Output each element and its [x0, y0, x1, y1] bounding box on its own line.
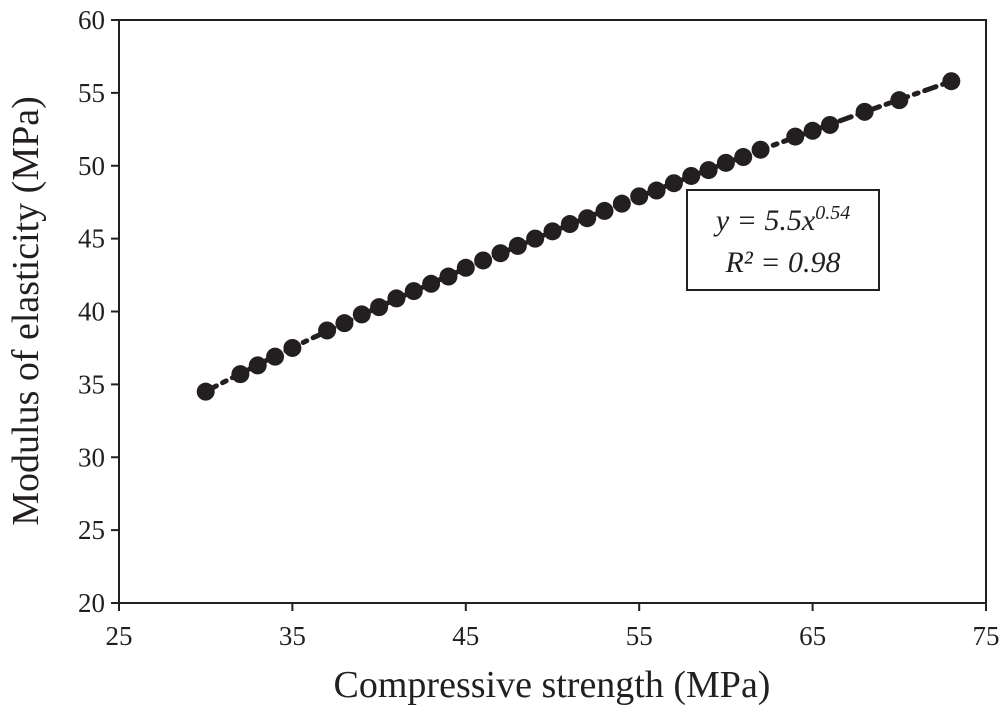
data-point [370, 298, 389, 317]
x-tick-label: 65 [799, 621, 826, 651]
data-point [890, 91, 909, 110]
data-point [578, 209, 597, 228]
r-squared-label: R² = 0.98 [724, 246, 840, 279]
data-point [456, 258, 475, 277]
data-point [560, 215, 579, 234]
data-point [543, 222, 562, 241]
data-point [664, 174, 683, 193]
data-point [508, 236, 527, 255]
data-point [699, 161, 718, 180]
data-point [682, 166, 701, 185]
data-point [612, 194, 631, 213]
x-tick-label: 45 [452, 621, 479, 651]
x-axis-title: Compressive strength (MPa) [334, 664, 771, 706]
x-tick-label: 75 [973, 621, 1000, 651]
data-point [283, 338, 302, 357]
data-point [422, 274, 441, 293]
data-point [474, 251, 493, 270]
y-tick-label: 25 [78, 515, 105, 545]
data-point [387, 289, 406, 308]
data-point [439, 267, 458, 286]
y-tick-label: 60 [78, 5, 105, 35]
y-tick-label: 40 [78, 297, 105, 327]
trendline-equation: y = 5.5x0.54 [713, 202, 850, 237]
y-tick-label: 20 [78, 588, 105, 618]
data-points [196, 72, 961, 401]
y-tick-label: 45 [78, 224, 105, 254]
data-point [352, 305, 371, 324]
data-point [335, 314, 354, 333]
y-tick-label: 35 [78, 369, 105, 399]
y-axis-title: Modulus of elasticity (MPa) [5, 96, 47, 526]
data-point [318, 321, 337, 340]
data-point [786, 127, 805, 146]
data-point [820, 115, 839, 134]
data-point [647, 181, 666, 200]
data-point [404, 282, 423, 301]
y-tick-label: 55 [78, 78, 105, 108]
data-point [231, 365, 250, 384]
data-point [716, 153, 735, 172]
data-point [942, 72, 961, 91]
equation-box-frame [686, 189, 880, 291]
data-point [491, 244, 510, 263]
data-point [266, 347, 285, 366]
data-point [196, 382, 215, 401]
plot-area-frame [118, 19, 987, 604]
x-tick-label: 25 [106, 621, 133, 651]
y-tick-label: 50 [78, 151, 105, 181]
equation-box: y = 5.5x0.54 R² = 0.98 [686, 189, 880, 291]
x-tick-label: 55 [626, 621, 653, 651]
data-point [248, 356, 267, 375]
data-point [803, 121, 822, 140]
data-point [734, 148, 753, 167]
data-point [751, 140, 770, 159]
data-point [526, 229, 545, 248]
x-tick-label: 35 [279, 621, 306, 651]
data-point [630, 187, 649, 206]
data-point [595, 201, 614, 220]
y-tick-label: 30 [78, 442, 105, 472]
data-point [855, 102, 874, 121]
